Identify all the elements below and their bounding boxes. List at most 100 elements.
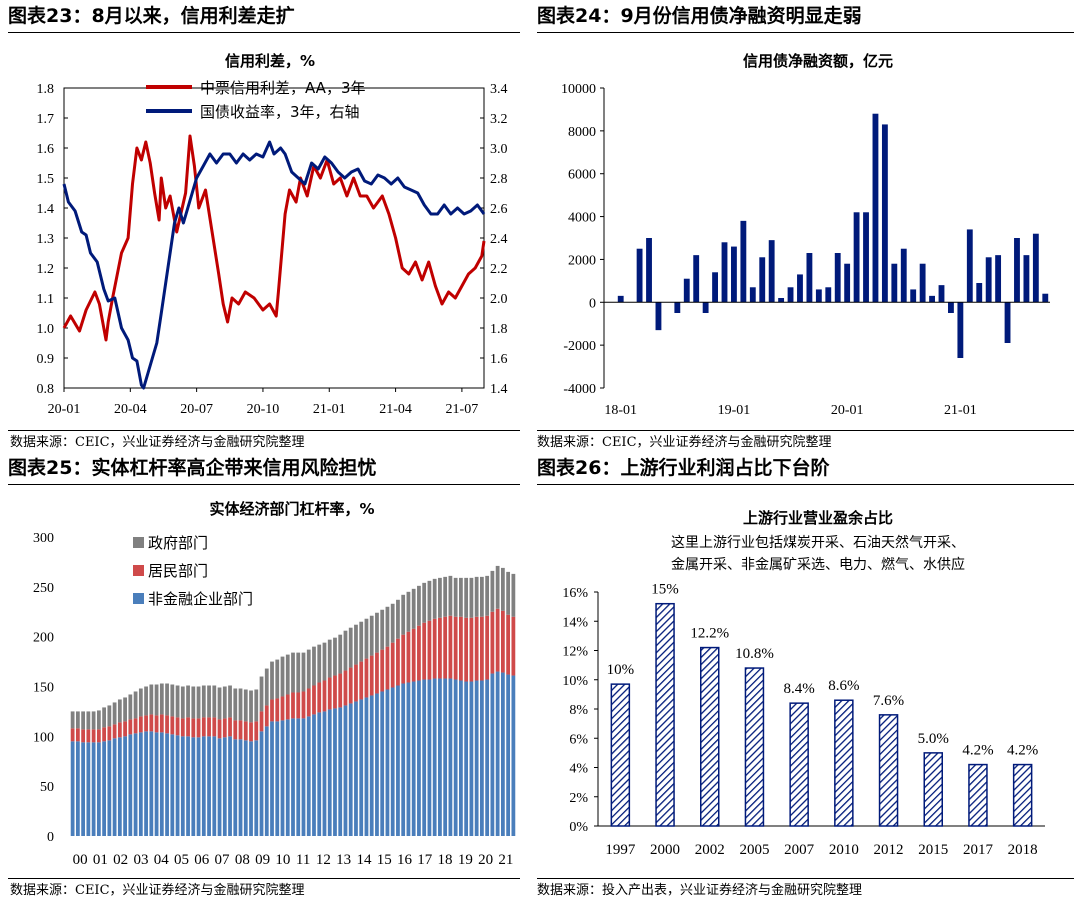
- stacked-bar-segment: [401, 634, 406, 684]
- x-tick-label: 18: [438, 852, 453, 868]
- stacked-bar-segment: [102, 727, 106, 742]
- stacked-bar-segment: [448, 575, 453, 616]
- stacked-bar-segment: [112, 702, 117, 725]
- stacked-bar-segment: [123, 721, 127, 737]
- x-tick-label: 06: [194, 852, 210, 868]
- stacked-bar-segment: [217, 738, 222, 836]
- stacked-bar-segment: [159, 732, 164, 836]
- stacked-bar-segment: [369, 615, 374, 656]
- bar: [881, 124, 888, 303]
- bar: [740, 220, 747, 303]
- x-tick-label: 14: [356, 852, 372, 868]
- bar: [966, 229, 973, 303]
- bar: [693, 255, 700, 303]
- y-right-tick-label: 2.4: [490, 232, 508, 247]
- bar: [721, 242, 728, 303]
- stacked-bar-segment: [117, 722, 122, 738]
- legend-swatch: [133, 537, 144, 548]
- x-tick-label: 04: [154, 852, 170, 868]
- stacked-bar-segment: [75, 728, 80, 742]
- stacked-bar-segment: [212, 685, 217, 718]
- stacked-bar-segment: [175, 717, 180, 736]
- bar: [844, 263, 851, 303]
- stacked-bar-segment: [296, 652, 301, 693]
- source-rule-top-right: [537, 430, 1074, 431]
- stacked-bar-segment: [443, 616, 448, 679]
- stacked-bar-segment: [228, 736, 232, 836]
- stacked-bar-segment: [417, 680, 421, 836]
- stacked-bar-segment: [422, 582, 427, 623]
- x-tick-label: 08: [235, 852, 250, 868]
- stacked-bar-segment: [500, 672, 505, 836]
- stacked-bar-segment: [238, 739, 243, 836]
- bar: [891, 263, 898, 303]
- stacked-bar-segment: [390, 642, 395, 688]
- stacked-bar-segment: [243, 721, 248, 741]
- stacked-bar-segment: [133, 718, 138, 734]
- stacked-bar-segment: [259, 731, 264, 836]
- bar: [910, 289, 917, 303]
- stacked-bar-segment: [380, 609, 385, 650]
- x-tick-label: 02: [113, 852, 128, 868]
- stacked-bar-segment: [186, 717, 190, 737]
- x-tick-label: 20: [478, 852, 493, 868]
- stacked-bar-segment: [459, 680, 463, 836]
- bar: [1042, 293, 1049, 303]
- stacked-bar-segment: [417, 585, 421, 626]
- stacked-bar-segment: [495, 671, 500, 836]
- stacked-bar-segment: [369, 655, 374, 696]
- stacked-bar-segment: [438, 577, 442, 618]
- x-tick-label: 03: [133, 852, 148, 868]
- bar: [787, 287, 794, 303]
- stacked-bar-segment: [144, 686, 148, 716]
- x-tick-label: 05: [174, 852, 189, 868]
- stacked-bar-segment: [317, 644, 322, 683]
- bar: [863, 212, 869, 303]
- hatched-bar: [789, 702, 809, 827]
- stacked-bar-segment: [469, 577, 474, 618]
- stacked-bar-segment: [159, 714, 164, 733]
- stacked-bar-segment: [348, 627, 353, 668]
- x-tick-label: 21-01: [313, 402, 346, 417]
- stacked-bar-segment: [322, 680, 327, 712]
- chart-title-24: 信用债净融资额，亿元: [743, 52, 893, 70]
- stacked-bar-segment: [70, 711, 75, 729]
- data-label: 12.2%: [690, 626, 729, 642]
- bar: [702, 302, 709, 313]
- stacked-bar-segment: [427, 679, 432, 836]
- panel-title-26: 图表26：上游行业利润占比下台阶: [537, 457, 830, 479]
- stacked-bar-segment: [217, 719, 222, 739]
- stacked-bar-segment: [249, 690, 253, 723]
- bar: [815, 289, 822, 303]
- bar: [759, 257, 766, 303]
- stacked-bar-segment: [170, 734, 175, 836]
- bar: [1032, 233, 1039, 303]
- stacked-bar-segment: [117, 737, 122, 836]
- stacked-bar-segment: [259, 676, 264, 712]
- bar: [683, 278, 690, 303]
- stacked-bar-segment: [322, 642, 327, 681]
- source-rule-top-left: [8, 430, 520, 431]
- stacked-bar-segment: [96, 729, 101, 743]
- chart-subtitle-line: 金属开采、非金属矿采选、电力、燃气、水供应: [671, 556, 965, 573]
- title-rule-24: [537, 32, 1074, 33]
- stacked-bar-segment: [233, 720, 238, 740]
- y-left-tick-label: 0.9: [37, 352, 55, 367]
- bar: [825, 287, 832, 303]
- stacked-bar-segment: [207, 717, 211, 737]
- y-tick-label: 200: [33, 631, 54, 646]
- stacked-bar-segment: [165, 715, 169, 734]
- x-tick-label: 16: [397, 852, 413, 868]
- stacked-bar-segment: [75, 711, 80, 729]
- x-tick-label: 20-01: [831, 403, 864, 418]
- y-left-tick-label: 1.6: [37, 142, 55, 157]
- x-tick-label: 2017: [963, 842, 994, 858]
- hatched-bar: [834, 699, 854, 827]
- stacked-bar-segment: [490, 673, 495, 836]
- stacked-bar-segment: [338, 634, 343, 674]
- source-26: 数据来源：投入产出表，兴业证券经济与金融研究院整理: [537, 883, 863, 898]
- stacked-bar-segment: [291, 718, 295, 836]
- stacked-bar-segment: [259, 711, 264, 732]
- stacked-bar-segment: [485, 615, 490, 680]
